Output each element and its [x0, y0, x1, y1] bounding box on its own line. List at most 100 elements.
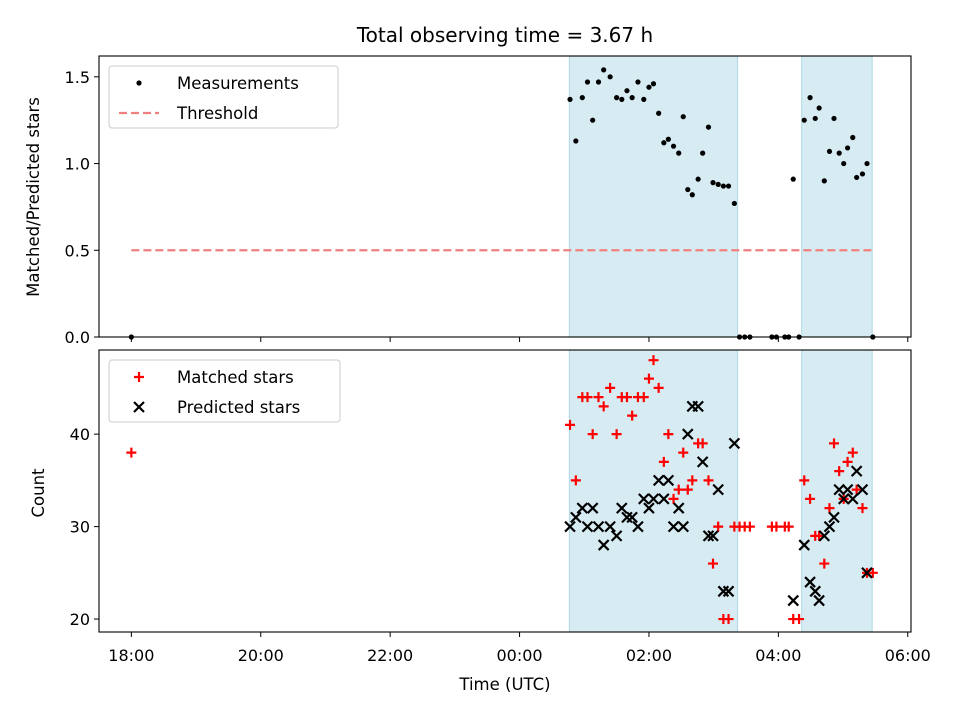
- top-measurements-point-52: [850, 134, 856, 141]
- top-measurements-point-2: [573, 138, 579, 144]
- bottom-matched-stars-point-8: [605, 382, 616, 393]
- x-tick-label-0: 18:00: [108, 646, 154, 665]
- bottom-predicted-stars-point-19: [667, 520, 680, 533]
- bottom-predicted-stars-point-35: [809, 585, 822, 598]
- x-tick-label-5: 04:00: [755, 646, 801, 665]
- bottom-predicted-stars-point-13: [638, 493, 650, 505]
- bottom-predicted-stars-point-15: [647, 493, 660, 505]
- top-measurements-point-42: [801, 117, 807, 123]
- top-observing-window-0: [568, 55, 739, 338]
- bottom-matched-stars-point-46: [819, 558, 830, 569]
- top-measurements-point-10: [619, 96, 625, 102]
- top-measurements-point-25: [695, 176, 701, 182]
- x-tick-label-2: 22:00: [367, 646, 413, 665]
- bottom-predicted-stars-point-6: [597, 539, 610, 551]
- top-measurements-point-32: [731, 200, 737, 207]
- x-axis-label: Time (UTC): [458, 675, 550, 694]
- bottom-predicted-stars-point-34: [804, 576, 816, 588]
- top-measurements-point-5: [590, 117, 596, 123]
- bottom-matched-stars-point-11: [621, 392, 632, 403]
- top-measurements-point-29: [715, 181, 721, 187]
- bottom-predicted-stars-point-32: [787, 594, 800, 607]
- top-measurements-point-51: [844, 145, 851, 151]
- top-measurements-point-6: [595, 79, 602, 85]
- bottom-matched-stars-point-9: [611, 429, 622, 440]
- top-measurements-point-21: [676, 150, 682, 156]
- bottom-matched-stars-point-49: [834, 466, 845, 477]
- bottom-legend-handle-matched-stars: [134, 372, 144, 382]
- bottom-matched-stars-point-53: [851, 484, 862, 495]
- top-measurements-point-44: [812, 115, 818, 122]
- bottom-matched-stars-point-2: [570, 475, 581, 486]
- bottom-matched-stars-point-31: [723, 614, 734, 625]
- bottom-predicted-stars-point-9: [616, 502, 628, 514]
- bottom-predicted-stars-point-16: [652, 474, 665, 487]
- bottom-matched-stars-point-24: [687, 475, 698, 486]
- top-measurements-point-54: [859, 171, 866, 177]
- bottom-matched-stars-point-28: [708, 558, 719, 569]
- bottom-matched-stars-point-47: [824, 503, 835, 514]
- bottom-matched-stars-point-48: [829, 438, 840, 449]
- bottom-data: [126, 355, 878, 625]
- top-measurements-point-46: [821, 178, 827, 184]
- bottom-matched-stars-point-27: [703, 475, 714, 486]
- top-data: [128, 67, 876, 340]
- bottom-legend-label-predicted-stars: Predicted stars: [177, 398, 300, 417]
- bottom-matched-stars-point-45: [814, 530, 825, 541]
- bottom-predicted-stars-point-30: [722, 585, 735, 598]
- bottom-matched-stars-point-23: [682, 484, 693, 495]
- top-measurements-point-14: [641, 96, 647, 102]
- bottom-observing-window-0: [568, 349, 739, 633]
- bottom-legend: Matched stars Predicted stars: [108, 359, 341, 423]
- top-legend-box: [108, 65, 339, 129]
- top-measurements-point-19: [665, 136, 671, 142]
- top-measurements-point-4: [584, 79, 591, 85]
- bottom-axes-frame: [98, 349, 912, 633]
- top-measurements-point-16: [650, 81, 657, 87]
- bottom-matched-stars-point-35: [744, 521, 755, 532]
- bottom-predicted-stars-point-12: [632, 520, 644, 533]
- top-measurements-point-17: [656, 110, 662, 116]
- bottom-matched-stars-point-54: [857, 503, 868, 514]
- top-measurements-point-12: [629, 95, 635, 101]
- top-y-tick-label-2: 1.0: [65, 155, 90, 174]
- bottom-matched-stars-point-6: [593, 392, 604, 403]
- bottom-y-tick-label-0: 20: [70, 610, 90, 629]
- bottom-matched-stars-point-1: [565, 419, 576, 430]
- bottom-predicted-stars-point-31: [728, 437, 741, 450]
- top-measurements-point-18: [661, 140, 667, 146]
- top-measurements-point-26: [700, 150, 706, 156]
- bottom-predicted-stars-point-3: [581, 520, 594, 533]
- bottom-legend-label-matched-stars: Matched stars: [177, 368, 294, 387]
- bottom-predicted-stars-point-22: [682, 428, 694, 440]
- bottom-predicted-stars-point-0: [564, 520, 576, 533]
- bottom-matched-stars-point-42: [799, 475, 810, 486]
- bottom-matched-stars-point-52: [847, 447, 858, 458]
- top-measurements-point-22: [680, 114, 686, 120]
- bottom-predicted-stars-point-37: [818, 530, 831, 542]
- bottom-predicted-stars-point-46: [861, 567, 873, 579]
- bottom-predicted-stars-point-7: [604, 520, 616, 533]
- top-measurements-point-11: [624, 88, 630, 94]
- bottom-predicted-stars-point-14: [643, 502, 655, 514]
- top-measurements-point-28: [710, 180, 716, 186]
- top-legend-label-threshold: Threshold: [176, 104, 258, 123]
- bottom-matched-stars-point-41: [794, 614, 805, 625]
- bottom-predicted-stars-point-21: [677, 520, 690, 533]
- bottom-predicted-stars-point-42: [841, 483, 854, 496]
- bottom-legend-handle-predicted-stars: [133, 401, 145, 413]
- bottom-predicted-stars-point-11: [626, 511, 638, 524]
- top-y-tick-label-3: 1.5: [65, 68, 90, 87]
- bottom-predicted-stars-point-5: [592, 520, 605, 533]
- top-measurements-point-15: [646, 84, 652, 90]
- top-measurements-point-20: [670, 143, 677, 149]
- top-measurements-point-45: [816, 105, 822, 111]
- bottom-matched-stars-point-39: [783, 521, 794, 532]
- bottom-matched-stars-point-4: [582, 392, 593, 403]
- bottom-matched-stars-point-12: [627, 410, 638, 421]
- top-measurements-point-9: [614, 95, 620, 101]
- top-measurements-point-55: [864, 160, 870, 167]
- bottom-predicted-stars-point-44: [850, 465, 863, 477]
- top-measurements-point-27: [705, 124, 712, 130]
